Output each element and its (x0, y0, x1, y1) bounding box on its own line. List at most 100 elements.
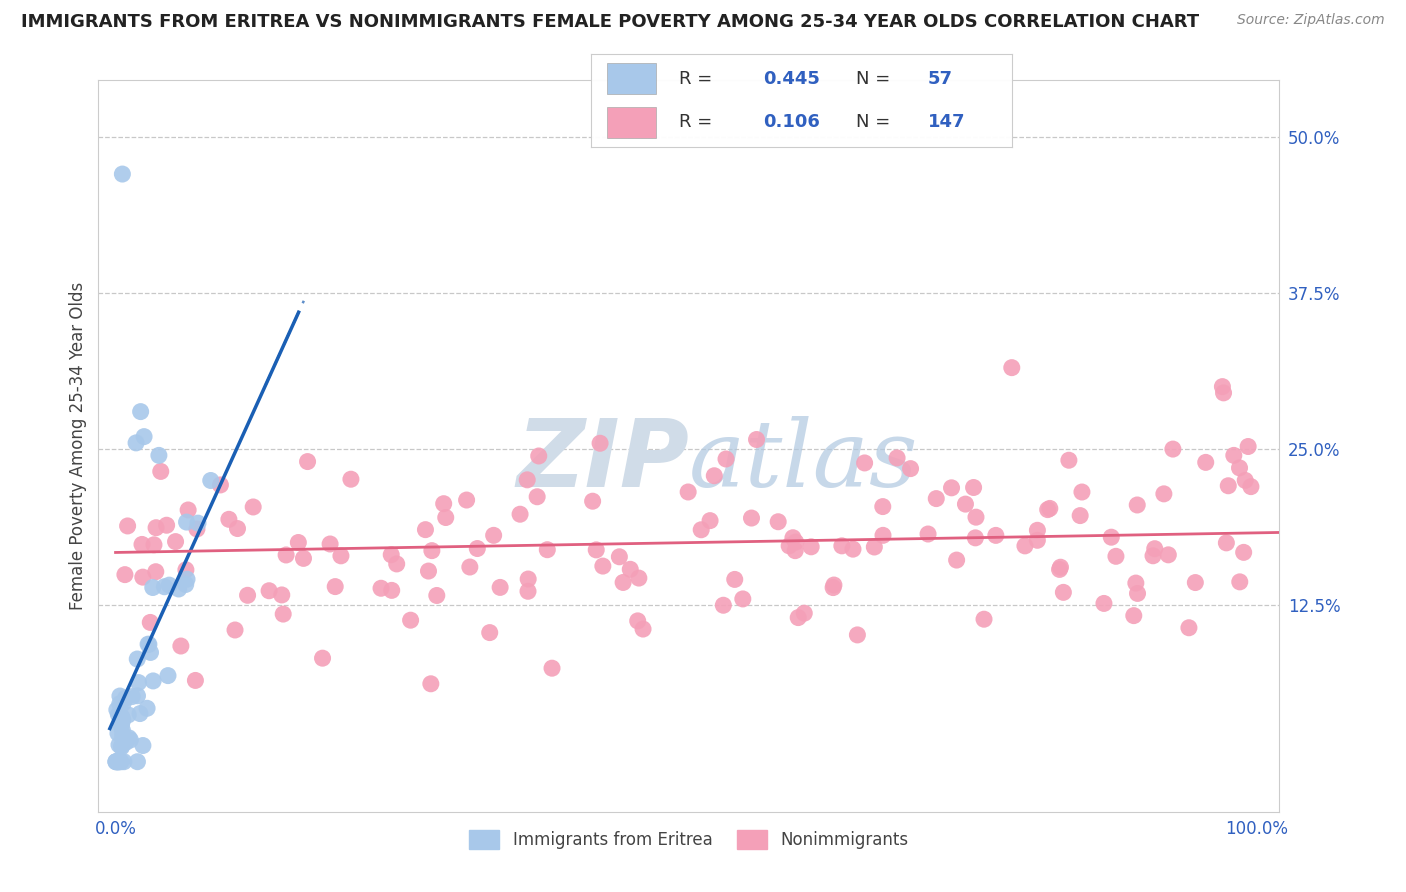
Point (112, 696, 135, 710)
Point (311, 651, 333, 665)
Text: N =: N = (856, 70, 890, 87)
Point (703, 468, 725, 483)
Point (110, 718, 132, 732)
Point (107, 755, 129, 769)
Point (1049, 562, 1071, 576)
Point (1026, 524, 1049, 538)
Point (107, 755, 129, 769)
Point (1036, 502, 1059, 516)
Point (823, 578, 845, 592)
Point (585, 542, 607, 557)
Point (415, 523, 437, 537)
Point (1001, 360, 1024, 375)
Point (120, 733, 142, 747)
Point (1234, 474, 1257, 488)
Point (129, 706, 152, 721)
Point (1071, 485, 1094, 500)
Point (105, 755, 128, 769)
Point (297, 454, 319, 468)
Point (148, 449, 170, 463)
Point (778, 539, 800, 553)
Point (1014, 539, 1036, 553)
Point (955, 497, 977, 511)
Point (340, 472, 363, 486)
Point (619, 562, 641, 576)
Point (110, 755, 132, 769)
Point (1105, 549, 1128, 564)
Point (153, 580, 176, 594)
Point (132, 739, 155, 753)
Point (380, 548, 402, 562)
Point (631, 622, 654, 636)
Point (170, 639, 193, 653)
Point (127, 652, 149, 666)
Point (1178, 621, 1201, 635)
Point (142, 581, 165, 595)
Point (823, 581, 845, 595)
Point (1157, 548, 1180, 562)
Point (1229, 461, 1251, 475)
Point (176, 515, 198, 529)
Point (1233, 545, 1256, 559)
Point (1057, 453, 1080, 467)
Point (456, 493, 478, 508)
Point (385, 557, 408, 571)
Text: N =: N = (856, 113, 890, 131)
Point (846, 628, 869, 642)
Point (329, 549, 352, 563)
Point (107, 726, 129, 740)
Point (139, 615, 162, 630)
Point (516, 473, 538, 487)
Point (132, 429, 155, 443)
Point (1223, 449, 1246, 463)
Point (766, 515, 789, 529)
Point (418, 564, 440, 578)
Point (612, 575, 634, 590)
Point (111, 729, 134, 743)
Point (785, 543, 807, 558)
Point (165, 534, 187, 549)
Point (108, 697, 131, 711)
Point (145, 565, 167, 579)
Point (149, 465, 172, 479)
Point (785, 535, 807, 549)
Point (187, 516, 209, 530)
Point (793, 606, 815, 620)
Point (136, 701, 159, 715)
Point (274, 548, 297, 562)
Point (127, 755, 149, 769)
Point (465, 541, 488, 556)
Point (527, 449, 550, 463)
Point (1099, 530, 1122, 544)
Point (110, 740, 132, 755)
Point (257, 583, 280, 598)
Point (177, 503, 200, 517)
Point (782, 531, 804, 545)
Text: R =: R = (679, 113, 713, 131)
Point (872, 500, 894, 514)
Point (489, 581, 512, 595)
Point (711, 599, 734, 613)
Point (115, 735, 138, 749)
Point (108, 755, 131, 769)
Point (1122, 608, 1144, 623)
Point (541, 661, 564, 675)
Point (1039, 501, 1062, 516)
Point (517, 584, 540, 599)
Point (787, 610, 810, 624)
Point (112, 755, 135, 769)
Point (142, 673, 165, 688)
Point (1215, 536, 1237, 550)
Point (482, 528, 505, 542)
Point (1143, 541, 1166, 556)
Point (965, 531, 987, 545)
Point (853, 456, 876, 470)
Point (111, 716, 134, 731)
Point (714, 452, 737, 467)
Point (399, 613, 422, 627)
Point (176, 572, 198, 586)
Point (886, 450, 908, 465)
Point (863, 540, 886, 554)
Point (117, 707, 139, 722)
Point (136, 637, 159, 651)
